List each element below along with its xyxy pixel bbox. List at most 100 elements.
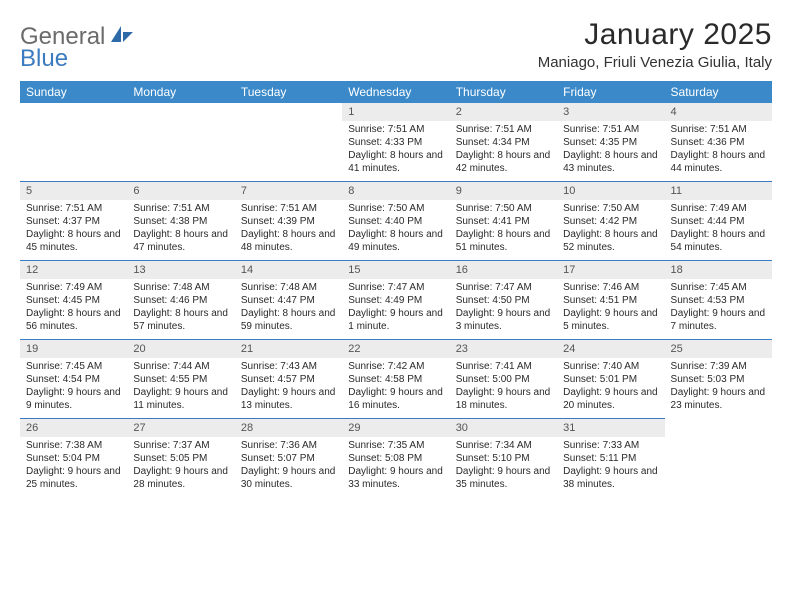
calendar-day-cell: 27Sunrise: 7:37 AMSunset: 5:05 PMDayligh… <box>127 419 234 498</box>
day-number: 8 <box>342 182 449 200</box>
calendar-day-cell: 21Sunrise: 7:43 AMSunset: 4:57 PMDayligh… <box>235 340 342 419</box>
day-number: 22 <box>342 340 449 358</box>
calendar-day-cell: 2Sunrise: 7:51 AMSunset: 4:34 PMDaylight… <box>450 103 557 182</box>
day-header: Saturday <box>665 81 772 103</box>
calendar-day-cell <box>127 103 234 182</box>
day-number: 24 <box>557 340 664 358</box>
day-info: Sunrise: 7:45 AMSunset: 4:53 PMDaylight:… <box>665 279 772 339</box>
day-info: Sunrise: 7:47 AMSunset: 4:50 PMDaylight:… <box>450 279 557 339</box>
day-info: Sunrise: 7:38 AMSunset: 5:04 PMDaylight:… <box>20 437 127 497</box>
calendar-day-cell: 22Sunrise: 7:42 AMSunset: 4:58 PMDayligh… <box>342 340 449 419</box>
day-info: Sunrise: 7:51 AMSunset: 4:38 PMDaylight:… <box>127 200 234 260</box>
calendar-day-cell: 30Sunrise: 7:34 AMSunset: 5:10 PMDayligh… <box>450 419 557 498</box>
calendar-day-cell: 25Sunrise: 7:39 AMSunset: 5:03 PMDayligh… <box>665 340 772 419</box>
calendar-day-cell: 10Sunrise: 7:50 AMSunset: 4:42 PMDayligh… <box>557 182 664 261</box>
day-info: Sunrise: 7:49 AMSunset: 4:44 PMDaylight:… <box>665 200 772 260</box>
logo-text-blue: Blue <box>20 48 135 70</box>
day-number: 23 <box>450 340 557 358</box>
day-number: 12 <box>20 261 127 279</box>
day-number: 1 <box>342 103 449 121</box>
calendar-day-cell: 3Sunrise: 7:51 AMSunset: 4:35 PMDaylight… <box>557 103 664 182</box>
location: Maniago, Friuli Venezia Giulia, Italy <box>538 54 772 71</box>
header: General Blue January 2025 Maniago, Friul… <box>20 18 772 71</box>
day-number: 13 <box>127 261 234 279</box>
calendar-week-row: 26Sunrise: 7:38 AMSunset: 5:04 PMDayligh… <box>20 419 772 498</box>
day-number: 15 <box>342 261 449 279</box>
calendar-day-cell: 1Sunrise: 7:51 AMSunset: 4:33 PMDaylight… <box>342 103 449 182</box>
day-info: Sunrise: 7:48 AMSunset: 4:46 PMDaylight:… <box>127 279 234 339</box>
calendar-day-cell: 16Sunrise: 7:47 AMSunset: 4:50 PMDayligh… <box>450 261 557 340</box>
calendar-day-cell: 5Sunrise: 7:51 AMSunset: 4:37 PMDaylight… <box>20 182 127 261</box>
calendar-day-cell: 23Sunrise: 7:41 AMSunset: 5:00 PMDayligh… <box>450 340 557 419</box>
calendar-day-cell: 11Sunrise: 7:49 AMSunset: 4:44 PMDayligh… <box>665 182 772 261</box>
calendar-week-row: 5Sunrise: 7:51 AMSunset: 4:37 PMDaylight… <box>20 182 772 261</box>
day-header: Monday <box>127 81 234 103</box>
day-info: Sunrise: 7:51 AMSunset: 4:37 PMDaylight:… <box>20 200 127 260</box>
calendar-day-cell: 29Sunrise: 7:35 AMSunset: 5:08 PMDayligh… <box>342 419 449 498</box>
day-info: Sunrise: 7:33 AMSunset: 5:11 PMDaylight:… <box>557 437 664 497</box>
day-info: Sunrise: 7:36 AMSunset: 5:07 PMDaylight:… <box>235 437 342 497</box>
day-info: Sunrise: 7:41 AMSunset: 5:00 PMDaylight:… <box>450 358 557 418</box>
day-number: 18 <box>665 261 772 279</box>
day-number: 28 <box>235 419 342 437</box>
day-number: 7 <box>235 182 342 200</box>
calendar-day-cell: 4Sunrise: 7:51 AMSunset: 4:36 PMDaylight… <box>665 103 772 182</box>
day-number: 25 <box>665 340 772 358</box>
calendar-day-cell <box>235 103 342 182</box>
calendar-day-cell: 31Sunrise: 7:33 AMSunset: 5:11 PMDayligh… <box>557 419 664 498</box>
logo-sail-icon <box>109 24 135 48</box>
calendar-table: SundayMondayTuesdayWednesdayThursdayFrid… <box>20 81 772 497</box>
day-info: Sunrise: 7:44 AMSunset: 4:55 PMDaylight:… <box>127 358 234 418</box>
day-number: 21 <box>235 340 342 358</box>
calendar-day-cell: 7Sunrise: 7:51 AMSunset: 4:39 PMDaylight… <box>235 182 342 261</box>
calendar-day-cell: 17Sunrise: 7:46 AMSunset: 4:51 PMDayligh… <box>557 261 664 340</box>
calendar-day-cell: 24Sunrise: 7:40 AMSunset: 5:01 PMDayligh… <box>557 340 664 419</box>
day-info: Sunrise: 7:51 AMSunset: 4:33 PMDaylight:… <box>342 121 449 181</box>
day-header: Friday <box>557 81 664 103</box>
day-info: Sunrise: 7:35 AMSunset: 5:08 PMDaylight:… <box>342 437 449 497</box>
day-info: Sunrise: 7:51 AMSunset: 4:35 PMDaylight:… <box>557 121 664 181</box>
calendar-day-cell: 28Sunrise: 7:36 AMSunset: 5:07 PMDayligh… <box>235 419 342 498</box>
day-info: Sunrise: 7:46 AMSunset: 4:51 PMDaylight:… <box>557 279 664 339</box>
month-title: January 2025 <box>538 18 772 52</box>
calendar-day-cell: 6Sunrise: 7:51 AMSunset: 4:38 PMDaylight… <box>127 182 234 261</box>
day-number: 14 <box>235 261 342 279</box>
day-number: 5 <box>20 182 127 200</box>
day-header: Sunday <box>20 81 127 103</box>
logo: General Blue <box>20 18 135 69</box>
day-header: Wednesday <box>342 81 449 103</box>
calendar-day-cell <box>665 419 772 498</box>
calendar-day-cell: 14Sunrise: 7:48 AMSunset: 4:47 PMDayligh… <box>235 261 342 340</box>
day-number: 19 <box>20 340 127 358</box>
day-number: 11 <box>665 182 772 200</box>
calendar-day-cell: 13Sunrise: 7:48 AMSunset: 4:46 PMDayligh… <box>127 261 234 340</box>
day-number: 10 <box>557 182 664 200</box>
day-info: Sunrise: 7:51 AMSunset: 4:36 PMDaylight:… <box>665 121 772 181</box>
calendar-day-cell: 20Sunrise: 7:44 AMSunset: 4:55 PMDayligh… <box>127 340 234 419</box>
day-info: Sunrise: 7:51 AMSunset: 4:39 PMDaylight:… <box>235 200 342 260</box>
day-number: 3 <box>557 103 664 121</box>
day-info: Sunrise: 7:50 AMSunset: 4:41 PMDaylight:… <box>450 200 557 260</box>
calendar-day-cell: 26Sunrise: 7:38 AMSunset: 5:04 PMDayligh… <box>20 419 127 498</box>
day-number: 31 <box>557 419 664 437</box>
calendar-day-cell <box>20 103 127 182</box>
day-number: 27 <box>127 419 234 437</box>
day-number: 4 <box>665 103 772 121</box>
day-number: 16 <box>450 261 557 279</box>
day-header: Thursday <box>450 81 557 103</box>
title-block: January 2025 Maniago, Friuli Venezia Giu… <box>538 18 772 71</box>
day-header: Tuesday <box>235 81 342 103</box>
day-number: 20 <box>127 340 234 358</box>
day-info: Sunrise: 7:45 AMSunset: 4:54 PMDaylight:… <box>20 358 127 418</box>
day-info: Sunrise: 7:43 AMSunset: 4:57 PMDaylight:… <box>235 358 342 418</box>
calendar-week-row: 12Sunrise: 7:49 AMSunset: 4:45 PMDayligh… <box>20 261 772 340</box>
day-info: Sunrise: 7:39 AMSunset: 5:03 PMDaylight:… <box>665 358 772 418</box>
day-number: 17 <box>557 261 664 279</box>
calendar-day-cell: 8Sunrise: 7:50 AMSunset: 4:40 PMDaylight… <box>342 182 449 261</box>
day-info: Sunrise: 7:50 AMSunset: 4:40 PMDaylight:… <box>342 200 449 260</box>
calendar-day-cell: 18Sunrise: 7:45 AMSunset: 4:53 PMDayligh… <box>665 261 772 340</box>
day-info: Sunrise: 7:47 AMSunset: 4:49 PMDaylight:… <box>342 279 449 339</box>
calendar-day-cell: 19Sunrise: 7:45 AMSunset: 4:54 PMDayligh… <box>20 340 127 419</box>
day-info: Sunrise: 7:34 AMSunset: 5:10 PMDaylight:… <box>450 437 557 497</box>
day-info: Sunrise: 7:37 AMSunset: 5:05 PMDaylight:… <box>127 437 234 497</box>
